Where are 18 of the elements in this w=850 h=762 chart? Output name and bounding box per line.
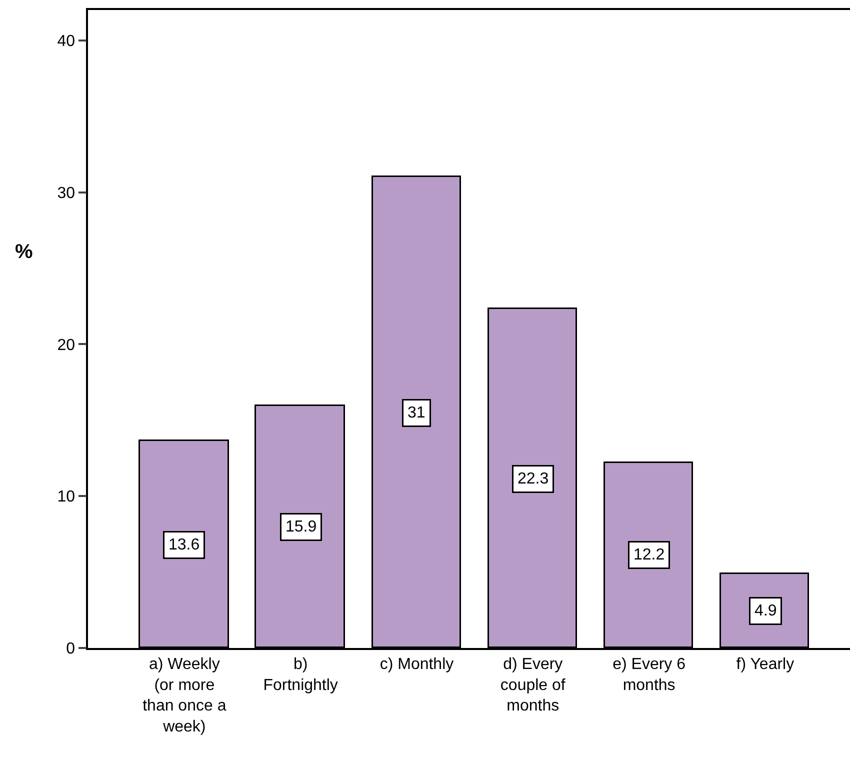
data-label: 31 — [408, 404, 426, 422]
y-tick-label: 20 — [57, 336, 76, 354]
data-label: 12.2 — [634, 546, 665, 564]
data-label: 13.6 — [168, 536, 200, 554]
data-label: 15.9 — [286, 518, 317, 536]
y-axis-title: % — [15, 241, 33, 263]
x-tick-label: b) Fortnightly — [263, 656, 338, 694]
x-tick-label: c) Monthly — [380, 656, 454, 673]
x-tick-label: d) Every couple of months — [500, 656, 566, 715]
x-tick-label: e) Every 6 months — [612, 656, 686, 694]
y-tick-label: 30 — [57, 184, 76, 202]
x-tick-label: f) Yearly — [736, 656, 794, 673]
y-tick-label: 0 — [66, 640, 76, 658]
x-tick-label: a) Weekly (or more than once a week) — [142, 656, 226, 736]
data-label: 22.3 — [518, 470, 549, 488]
data-label: 4.9 — [754, 602, 777, 620]
y-tick-label: 10 — [57, 488, 76, 506]
y-tick-label: 40 — [57, 32, 76, 50]
